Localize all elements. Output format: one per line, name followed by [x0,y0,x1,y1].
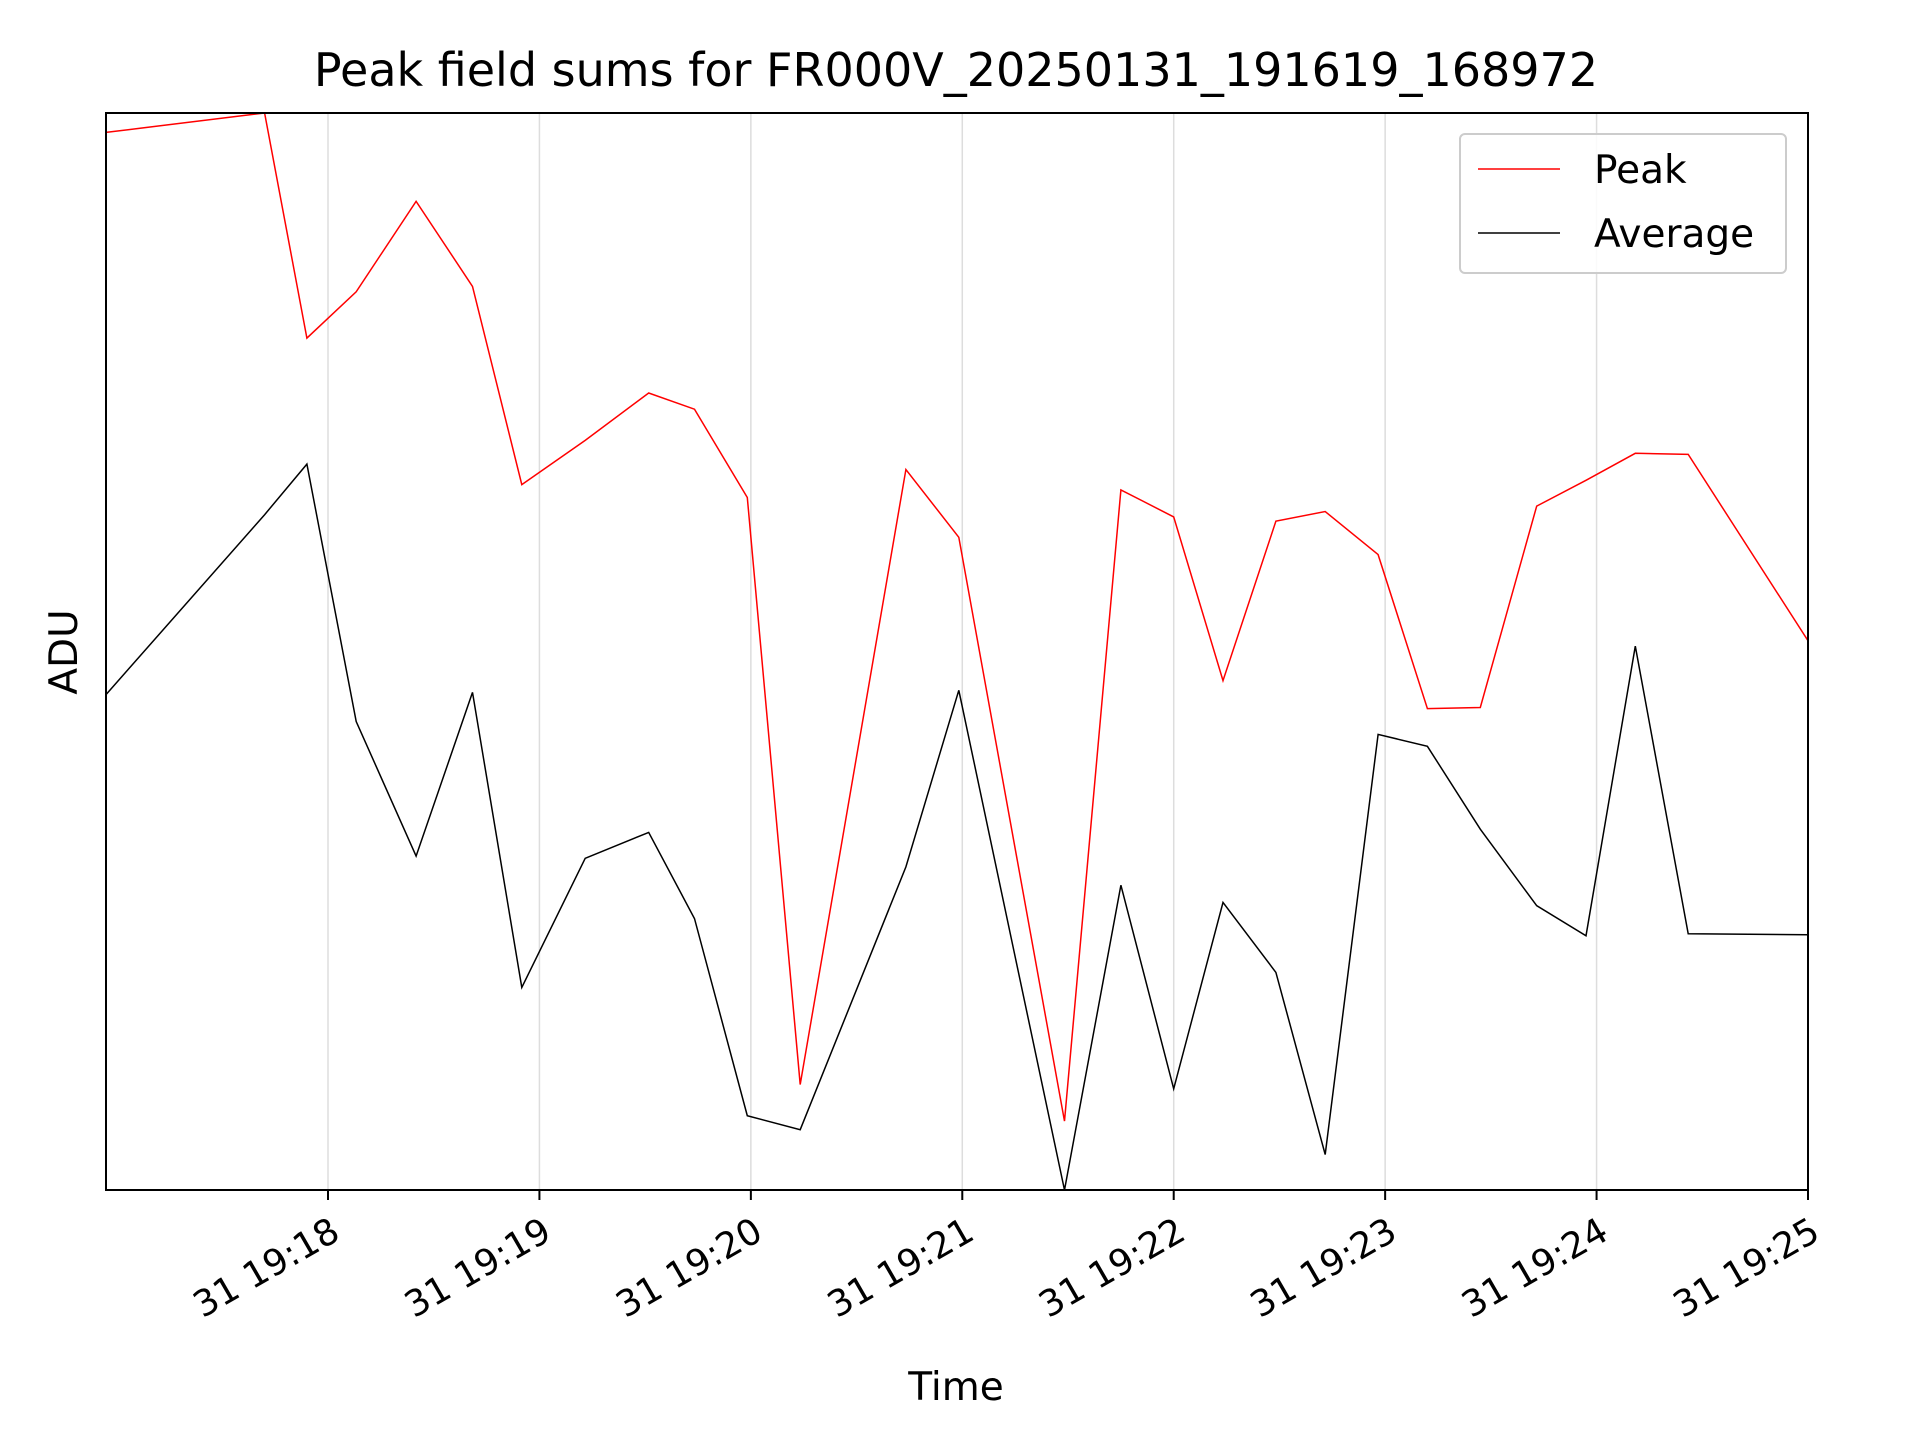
series-line-peak [105,112,1809,1122]
plot-frame [105,112,1809,1191]
series-lines [105,112,1809,1191]
legend-label-peak: Peak [1594,148,1687,193]
chart-title: Peak field sums for FR000V_20250131_1916… [314,43,1598,97]
y-axis-label: ADU [42,609,87,694]
x-axis-label: Time [907,1365,1003,1410]
legend-label-average: Average [1594,212,1754,257]
legend: Peak Average [1459,133,1787,274]
series-line-average [105,462,1809,1191]
